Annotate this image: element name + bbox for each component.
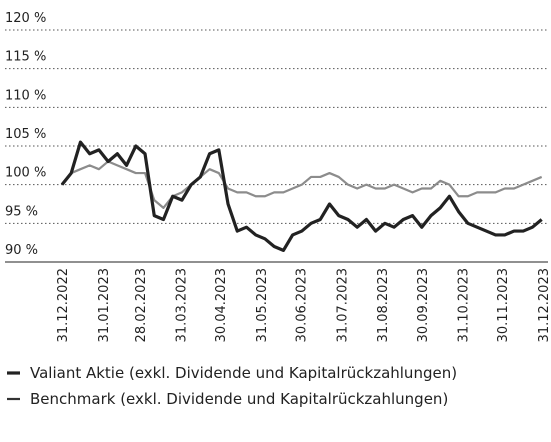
x-tick-label: 31.12.2022	[56, 268, 71, 342]
x-tick-label: 30.09.2023	[416, 268, 431, 342]
legend-label: Valiant Aktie (exkl. Dividende und Kapit…	[30, 364, 457, 382]
x-tick-label: 31.07.2023	[335, 268, 350, 342]
y-tick-label: 95 %	[5, 204, 38, 219]
y-tick-label: 115 %	[5, 50, 46, 65]
x-tick-label: 30.11.2023	[496, 268, 511, 342]
x-tick-label: 30.04.2023	[214, 268, 229, 342]
data-line	[60, 140, 543, 252]
x-tick-label: 28.02.2023	[134, 268, 149, 342]
y-tick-label: 120 %	[5, 11, 46, 26]
legend-label: Benchmark (exkl. Dividende und Kapitalrü…	[30, 390, 448, 408]
x-tick-label: 31.12.2023	[537, 268, 551, 342]
y-tick-label: 90 %	[5, 243, 38, 258]
x-tick-label: 31.05.2023	[255, 268, 270, 342]
data-line	[61, 160, 543, 209]
x-tick-label: 31.08.2023	[376, 268, 391, 342]
y-tick-label: 110 %	[5, 88, 46, 103]
x-tick-label: 30.06.2023	[295, 268, 310, 342]
y-tick-label: 105 %	[5, 127, 46, 142]
y-tick-label: 100 %	[5, 166, 46, 181]
x-tick-label: 31.10.2023	[457, 268, 472, 342]
x-tick-label: 31.03.2023	[175, 268, 190, 342]
x-tick-label: 31.01.2023	[97, 268, 112, 342]
